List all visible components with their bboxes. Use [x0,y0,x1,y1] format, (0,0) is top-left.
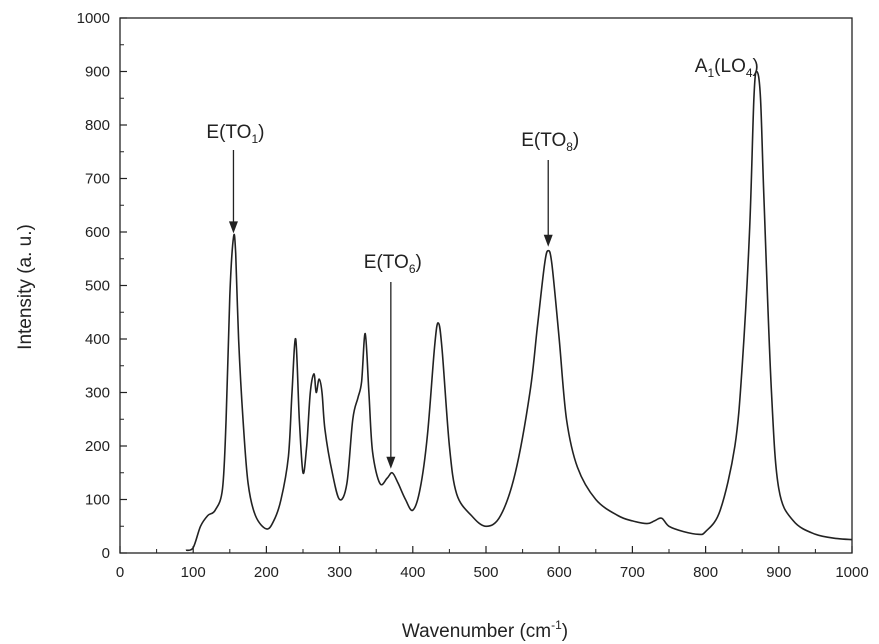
y-tick-label: 600 [85,224,110,241]
x-tick-label: 200 [254,564,279,581]
y-tick-label: 100 [85,492,110,509]
y-tick-label: 900 [85,64,110,81]
x-tick-label: 600 [547,564,572,581]
x-tick-label: 700 [620,564,645,581]
x-tick-label: 900 [766,564,791,581]
peak-arrow-head [386,456,396,469]
y-axis-title: Intensity (a. u.) [15,224,36,350]
x-axis-title-sup: -1 [551,618,562,632]
peak-label: E(TO8) [521,130,579,154]
peak-label: E(TO6) [364,252,422,276]
x-tick-label: 500 [473,564,498,581]
x-axis-title-end: ) [562,621,568,642]
x-tick-label: 400 [400,564,425,581]
annotations: E(TO1) E(TO6) E(TO8) A1(LO4) [206,56,759,469]
y-axis-ticks: 0 100 200 300 400 500 600 700 800 900 1000 [77,10,127,562]
peak-arrow-head [228,221,238,234]
y-tick-label: 0 [102,545,110,562]
x-tick-label: 300 [327,564,352,581]
peak-label: E(TO1) [206,122,264,146]
series-layer [185,70,853,552]
spectrum-line [185,70,853,552]
x-axis-ticks: 0 100 200 300 400 500 600 700 800 900 1000 [116,546,869,581]
x-tick-label: 1000 [835,564,868,581]
y-tick-label: 800 [85,117,110,134]
x-tick-label: 800 [693,564,718,581]
y-tick-label: 700 [85,171,110,188]
y-tick-label: 400 [85,331,110,348]
x-tick-label: 100 [181,564,206,581]
y-tick-label: 300 [85,385,110,402]
peak-label: A1(LO4) [695,56,759,80]
y-tick-label: 200 [85,438,110,455]
x-axis-title-text: Wavenumber (cm [402,621,551,642]
peak-arrow-head [543,234,553,247]
y-tick-label: 1000 [77,10,110,27]
x-tick-label: 0 [116,564,124,581]
x-axis-title: Wavenumber (cm-1) [402,618,568,642]
y-tick-label: 500 [85,278,110,295]
